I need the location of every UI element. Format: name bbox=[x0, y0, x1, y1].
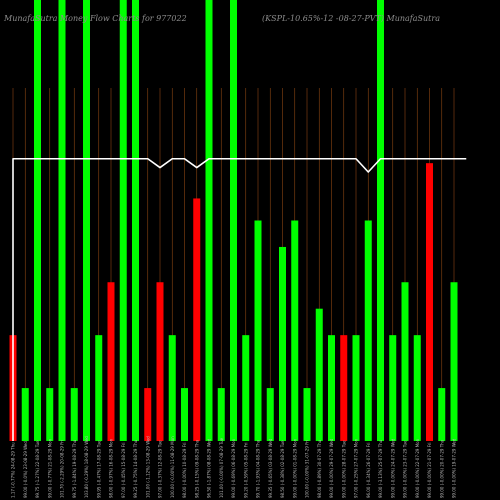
x-tick-label: 99.25 (-0.75%) 14-08-29 Thu bbox=[133, 439, 138, 498]
x-tick-label: 99.00 (-0.00%) 01-08-29 Mon bbox=[292, 438, 297, 498]
x-tick-label: 101.00 (-1.12%) 13-08-29 Wed bbox=[145, 436, 150, 498]
bar-1 bbox=[21, 388, 29, 441]
x-tick-label: 99.70 (-1.93%) 04-08-29 Thu bbox=[256, 439, 261, 498]
chart-title-left: MunafaSutra Money Flow Charts for 977022 bbox=[3, 14, 187, 23]
bar-5 bbox=[70, 388, 78, 441]
x-tick-label: 101.00 (-0.00%) 07-08-29 Tue bbox=[219, 437, 224, 498]
x-tick-label: 99.00 (-0.00%) 23-07-29 Tue bbox=[403, 440, 408, 498]
bar-35 bbox=[438, 388, 446, 441]
bar-8 bbox=[107, 282, 115, 441]
bar-11 bbox=[144, 388, 152, 441]
x-tick-label: 97.00 (-0.25%) 27-07-29 Mon bbox=[354, 438, 359, 498]
overlay-line bbox=[12, 157, 467, 441]
bar-17 bbox=[217, 388, 225, 441]
bars-group bbox=[9, 0, 458, 442]
x-tick-label: 99.00 (-0.00%) 20-07-29 Thu bbox=[439, 439, 444, 498]
x-tick-label: 99.00 (-0.69%) 06-08-29 Mon bbox=[231, 438, 236, 498]
bar-33 bbox=[413, 335, 421, 441]
bar-20 bbox=[254, 220, 262, 441]
bar-36 bbox=[450, 282, 458, 441]
x-tick-labels: 1.17 (-0.77%) 24-08-29 Thu 99.00 (-0.0%) … bbox=[11, 436, 457, 498]
bar-13 bbox=[168, 335, 176, 441]
x-tick-label: 100.00 (-0.00%) 11-08-29 Mon bbox=[170, 436, 175, 498]
bar-25 bbox=[315, 308, 323, 441]
chart-title-right: (KSPL-10.65%-12 -08-27-PVT) MunafaSutra bbox=[262, 14, 440, 23]
x-tick-label: 98.00 (-0.97%) 16-08-29 Mon bbox=[109, 438, 114, 498]
bar-30 bbox=[377, 0, 384, 441]
x-tick-label: 96.00 (-0.34%) 26-07-29 Fri bbox=[366, 443, 371, 498]
bar-29 bbox=[364, 220, 372, 441]
overlay-line-group bbox=[12, 157, 467, 441]
x-tick-label: 99.00 (-0.77%) 21-08-29 Mon bbox=[47, 438, 52, 498]
x-tick-label: 97.00 (-0.45%) 15-08-29 Fri bbox=[121, 443, 126, 498]
bar-24 bbox=[303, 388, 311, 441]
bar-32 bbox=[401, 282, 409, 441]
x-tick-label: 99.00 (-0.00%) 28-07-29 Tue bbox=[341, 440, 346, 498]
bar-15 bbox=[193, 198, 201, 441]
bar-12 bbox=[156, 282, 164, 441]
bar-7 bbox=[95, 335, 103, 441]
x-tick-label: 100.00 (-0.00%) 31-07-29 Fri bbox=[305, 440, 310, 498]
bar-3 bbox=[46, 388, 54, 441]
x-tick-label: 99.35 (-0.65%) 03-08-29 Wed bbox=[268, 438, 273, 498]
bar-16 bbox=[205, 0, 213, 441]
bar-4 bbox=[58, 0, 66, 441]
x-tick-label: 98.00 (-0.89%) 30-07-29 Thu bbox=[317, 439, 322, 498]
x-tick-label: 97.00 (-0.37%) 12-08-29 Tue bbox=[158, 440, 163, 498]
bar-18 bbox=[230, 0, 237, 441]
bar-26 bbox=[328, 335, 335, 441]
x-tick-label: 99.20 (-0.59%) 05-08-29 Fri bbox=[243, 443, 248, 498]
bar-34 bbox=[426, 163, 433, 442]
bar-10 bbox=[132, 0, 139, 441]
bar-23 bbox=[291, 220, 299, 441]
x-tick-label: 99.00 (-0.0%) 23-08-29 Wed bbox=[23, 441, 28, 498]
x-tick-label: 99.95 (-0.47%) 17-08-29 Tue bbox=[96, 440, 101, 498]
x-tick-label: 101.70 (-2.29%) 20-08-29 Fri bbox=[60, 440, 65, 498]
x-tick-label: 96.50 (-1.87%) 08-08-29 Wed bbox=[207, 438, 212, 498]
bar-31 bbox=[389, 335, 397, 441]
x-tick-label: 99.75 (-1.27%) 22-08-29 Tue bbox=[35, 440, 40, 498]
bar-28 bbox=[352, 335, 360, 441]
x-tick-label: 103.80 (-0.29%) 18-08-29 Wed bbox=[84, 436, 89, 498]
bar-27 bbox=[340, 335, 348, 441]
x-tick-label: 99.00 (-0.00%) 22-07-29 Mon bbox=[415, 438, 420, 498]
bar-19 bbox=[242, 335, 250, 441]
bar-6 bbox=[83, 0, 90, 441]
x-tick-label: 98.00 (-0.00%) 10-08-29 Fri bbox=[182, 443, 187, 498]
x-tick-label: 98.25 (-0.15%) 09-08-29 Thu bbox=[194, 439, 199, 498]
x-tick-label: 99.00 (-0.00%) 29-07-29 Wed bbox=[329, 438, 334, 498]
x-tick-label: 99.00 (-3.13%) 25-07-29 Thu bbox=[378, 439, 383, 498]
bar-2 bbox=[34, 0, 41, 441]
bar-21 bbox=[266, 388, 274, 441]
bar-22 bbox=[279, 246, 286, 441]
x-tick-label: 99.00 (-0.00%) 24-07-29 Wed bbox=[390, 438, 395, 498]
x-tick-label: 99.75 (-1.84%) 19-08-29 Thu bbox=[72, 439, 77, 498]
bar-14 bbox=[181, 388, 188, 441]
x-tick-label: 98.50 (-0.38%) 02-08-29 Tue bbox=[280, 440, 285, 498]
x-tick-label: 99.00 (-0.00%) 19-07-29 Wed bbox=[452, 438, 457, 498]
x-tick-label: 99.00 (-0.00%) 21-07-29 Fri bbox=[427, 443, 432, 498]
bar-9 bbox=[119, 0, 127, 441]
x-tick-label: 1.17 (-0.77%) 24-08-29 Thu bbox=[11, 442, 16, 498]
